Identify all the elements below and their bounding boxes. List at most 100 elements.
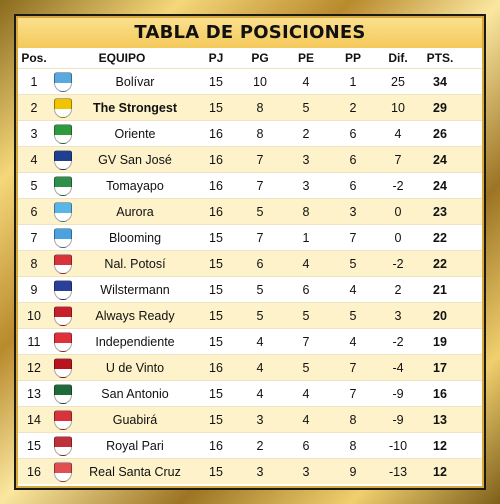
row-lost: 7 <box>349 386 357 401</box>
row-crest-cell <box>50 461 76 482</box>
row-drawn: 6 <box>302 282 310 297</box>
row-lost: 4 <box>349 282 357 297</box>
row-won: 5 <box>256 282 264 297</box>
row-lost: 8 <box>349 438 357 453</box>
row-position: 3 <box>30 126 38 141</box>
row-lost: 8 <box>349 412 357 427</box>
row-crest-cell <box>50 357 76 378</box>
table-row: 9 Wilstermann 15 5 6 4 2 21 <box>18 276 482 302</box>
table-row: 10 Always Ready 15 5 5 5 3 20 <box>18 302 482 328</box>
header-pts: PTS. <box>426 51 454 65</box>
header-pj: PJ <box>208 51 224 65</box>
always-ready-crest-icon <box>54 305 72 326</box>
table-row: 3 Oriente 16 8 2 6 4 26 <box>18 120 482 146</box>
row-position: 8 <box>30 256 38 271</box>
row-goal-diff: -13 <box>388 464 408 479</box>
row-goal-diff: -9 <box>392 386 404 401</box>
table-row: 11 Independiente 15 4 7 4 -2 19 <box>18 328 482 354</box>
row-crest-cell <box>50 227 76 248</box>
row-lost: 7 <box>349 360 357 375</box>
row-drawn: 5 <box>302 308 310 323</box>
row-position: 11 <box>27 334 41 349</box>
oriente-crest-icon <box>54 123 72 144</box>
row-drawn: 5 <box>302 360 310 375</box>
row-goal-diff: 2 <box>394 282 402 297</box>
row-lost: 5 <box>349 308 357 323</box>
header-pp: PP <box>344 51 361 65</box>
row-points: 22 <box>433 230 447 245</box>
row-goal-diff: 0 <box>394 230 402 245</box>
row-points: 24 <box>433 152 447 167</box>
header-pos: Pos. <box>21 51 47 65</box>
row-goal-diff: 3 <box>394 308 402 323</box>
row-lost: 9 <box>349 464 357 479</box>
row-points: 20 <box>433 308 447 323</box>
row-goal-diff: -2 <box>392 178 404 193</box>
table-row: 16 Real Santa Cruz 15 3 3 9 -13 12 <box>18 458 482 484</box>
row-points: 13 <box>433 412 447 427</box>
row-lost: 2 <box>349 100 357 115</box>
row-points: 21 <box>433 282 447 297</box>
row-position: 9 <box>30 282 38 297</box>
row-goal-diff: 0 <box>394 204 402 219</box>
row-goal-diff: -2 <box>392 334 404 349</box>
row-played: 15 <box>209 308 223 323</box>
table-row: 1 Bolívar 15 10 4 1 25 34 <box>18 68 482 94</box>
row-won: 3 <box>256 464 264 479</box>
row-won: 2 <box>256 438 264 453</box>
table-row: 15 Royal Pari 16 2 6 8 -10 12 <box>18 432 482 458</box>
row-team-name: San Antonio <box>101 386 169 401</box>
row-team-name: The Strongest <box>92 100 178 115</box>
table-row: 13 San Antonio 15 4 4 7 -9 16 <box>18 380 482 406</box>
row-team-name: Aurora <box>116 204 154 219</box>
row-played: 16 <box>209 360 223 375</box>
row-goal-diff: 25 <box>391 74 405 89</box>
row-crest-cell <box>50 71 76 92</box>
row-drawn: 4 <box>302 256 310 271</box>
row-position: 12 <box>27 360 41 375</box>
standings-board: TABLA DE POSICIONES Pos. EQUIPO PJ PG PE… <box>16 16 484 488</box>
table-body: 1 Bolívar 15 10 4 1 25 34 2 The Strongest 15 8 5 2 10 2… <box>18 68 482 484</box>
row-lost: 3 <box>349 204 357 219</box>
row-goal-diff: 7 <box>394 152 402 167</box>
row-drawn: 3 <box>302 152 310 167</box>
row-drawn: 3 <box>302 178 310 193</box>
row-points: 12 <box>433 438 447 453</box>
row-lost: 5 <box>349 256 357 271</box>
row-points: 24 <box>433 178 447 193</box>
header-pg: PG <box>251 51 269 65</box>
table-row: 8 Nal. Potosí 15 6 4 5 -2 22 <box>18 250 482 276</box>
row-played: 15 <box>209 100 223 115</box>
row-lost: 4 <box>349 334 357 349</box>
row-position: 2 <box>30 100 38 115</box>
row-position: 14 <box>27 412 41 427</box>
row-lost: 6 <box>349 126 357 141</box>
tomayapo-crest-icon <box>54 175 72 196</box>
row-crest-cell <box>50 149 76 170</box>
row-played: 15 <box>209 230 223 245</box>
row-played: 15 <box>209 386 223 401</box>
row-crest-cell <box>50 175 76 196</box>
row-crest-cell <box>50 305 76 326</box>
row-team-name: Bolívar <box>115 74 155 89</box>
row-crest-cell <box>50 435 76 456</box>
row-won: 5 <box>256 308 264 323</box>
row-drawn: 5 <box>302 100 310 115</box>
row-won: 7 <box>256 152 264 167</box>
table-row: 2 The Strongest 15 8 5 2 10 29 <box>18 94 482 120</box>
row-goal-diff: 4 <box>394 126 402 141</box>
row-crest-cell <box>50 253 76 274</box>
row-points: 22 <box>433 256 447 271</box>
row-position: 4 <box>30 152 38 167</box>
guabira-crest-icon <box>54 409 72 430</box>
row-won: 4 <box>256 386 264 401</box>
row-drawn: 1 <box>302 230 310 245</box>
row-drawn: 4 <box>302 412 310 427</box>
row-team-name: Real Santa Cruz <box>89 464 181 479</box>
row-won: 4 <box>256 334 264 349</box>
table-row: 14 Guabirá 15 3 4 8 -9 13 <box>18 406 482 432</box>
table-row: 4 GV San José 16 7 3 6 7 24 <box>18 146 482 172</box>
row-position: 15 <box>27 438 41 453</box>
row-played: 16 <box>209 178 223 193</box>
